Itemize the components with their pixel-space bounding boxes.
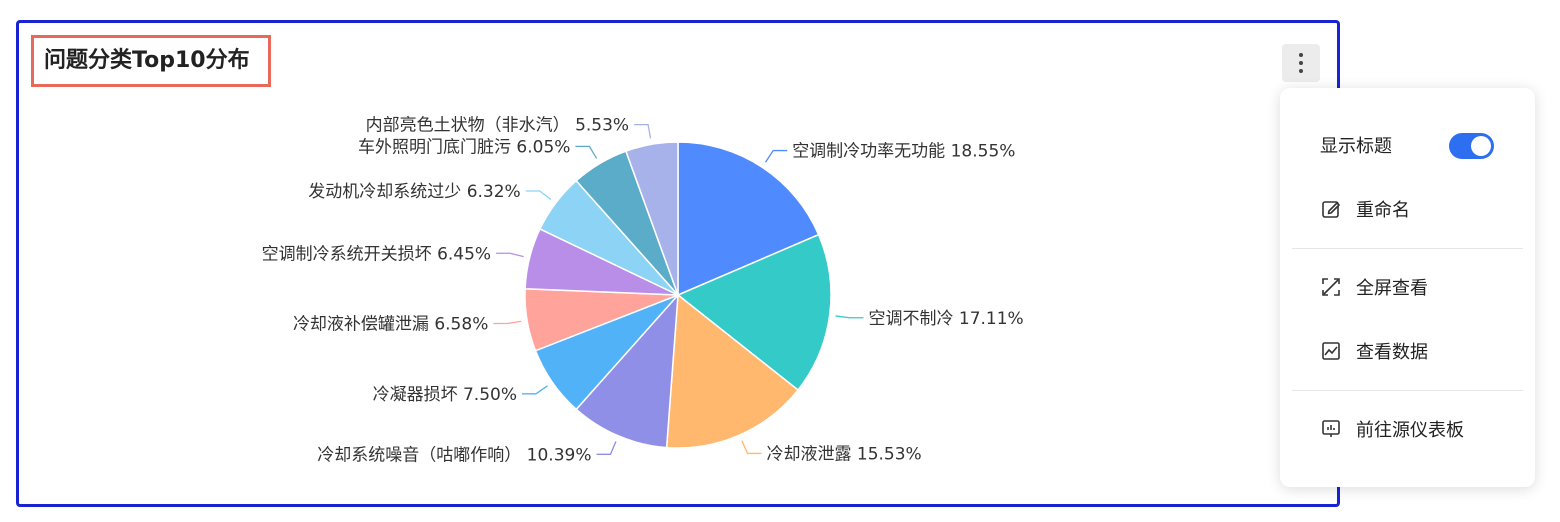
edit-icon xyxy=(1320,198,1342,220)
card-context-menu: 显示标题 重命名 全屏查看 查看数据 xyxy=(1280,88,1535,487)
show-title-toggle[interactable] xyxy=(1449,133,1494,159)
slice-label: 空调制冷系统开关损坏 6.45% xyxy=(262,244,491,264)
menu-show-title[interactable]: 显示标题 xyxy=(1320,130,1392,160)
menu-fullscreen[interactable]: 全屏查看 xyxy=(1320,272,1428,302)
menu-show-title-label: 显示标题 xyxy=(1320,136,1392,157)
leader-line xyxy=(741,440,762,455)
menu-goto-dashboard[interactable]: 前往源仪表板 xyxy=(1320,414,1464,444)
pie-slice[interactable] xyxy=(676,233,832,392)
slice-label: 空调不制冷 17.11% xyxy=(868,309,1023,329)
chart-title: 问题分类Top10分布 xyxy=(31,35,271,87)
menu-view-data-label: 查看数据 xyxy=(1356,342,1428,363)
leader-line xyxy=(493,320,522,325)
line-chart-icon xyxy=(1320,340,1342,362)
more-dot xyxy=(1299,53,1303,57)
leader-line xyxy=(496,252,524,258)
menu-rename-label: 重命名 xyxy=(1356,200,1410,221)
pie-slice[interactable] xyxy=(677,141,820,297)
menu-fullscreen-label: 全屏查看 xyxy=(1356,278,1428,299)
slice-label: 车外照明门底门脏污 6.05% xyxy=(358,137,570,157)
slice-label: 冷凝器损坏 7.50% xyxy=(373,385,517,405)
leader-line xyxy=(596,441,617,455)
leader-line xyxy=(522,385,548,395)
menu-divider xyxy=(1292,390,1523,391)
pie-slice[interactable] xyxy=(575,292,679,449)
slice-label: 内部亮色土状物（非水汽） 5.53% xyxy=(366,116,629,136)
dashboard-icon xyxy=(1320,418,1342,440)
more-dot xyxy=(1299,61,1303,65)
slice-label: 冷却系统噪音（咕嘟作响） 10.39% xyxy=(317,445,591,465)
leader-line xyxy=(525,190,552,200)
menu-goto-dashboard-label: 前往源仪表板 xyxy=(1356,420,1464,441)
more-dot xyxy=(1299,69,1303,73)
slice-label: 冷却液泄露 15.53% xyxy=(766,444,921,464)
leader-line xyxy=(764,149,788,163)
more-vertical-icon[interactable] xyxy=(1282,44,1320,82)
fullscreen-icon xyxy=(1320,276,1342,298)
menu-divider xyxy=(1292,248,1523,249)
leader-line xyxy=(835,315,864,319)
slice-label: 空调制冷功率无功能 18.55% xyxy=(792,142,1015,162)
pie-slice[interactable] xyxy=(665,293,800,449)
slice-label: 发动机冷却系统过少 6.32% xyxy=(308,182,520,202)
toggle-knob xyxy=(1471,136,1491,156)
leader-line xyxy=(634,123,652,139)
menu-rename[interactable]: 重命名 xyxy=(1320,194,1410,224)
menu-view-data[interactable]: 查看数据 xyxy=(1320,336,1428,366)
slice-label: 冷却液补偿罐泄漏 6.58% xyxy=(293,315,488,335)
pie-slice[interactable] xyxy=(624,141,679,296)
leader-line xyxy=(575,145,598,159)
